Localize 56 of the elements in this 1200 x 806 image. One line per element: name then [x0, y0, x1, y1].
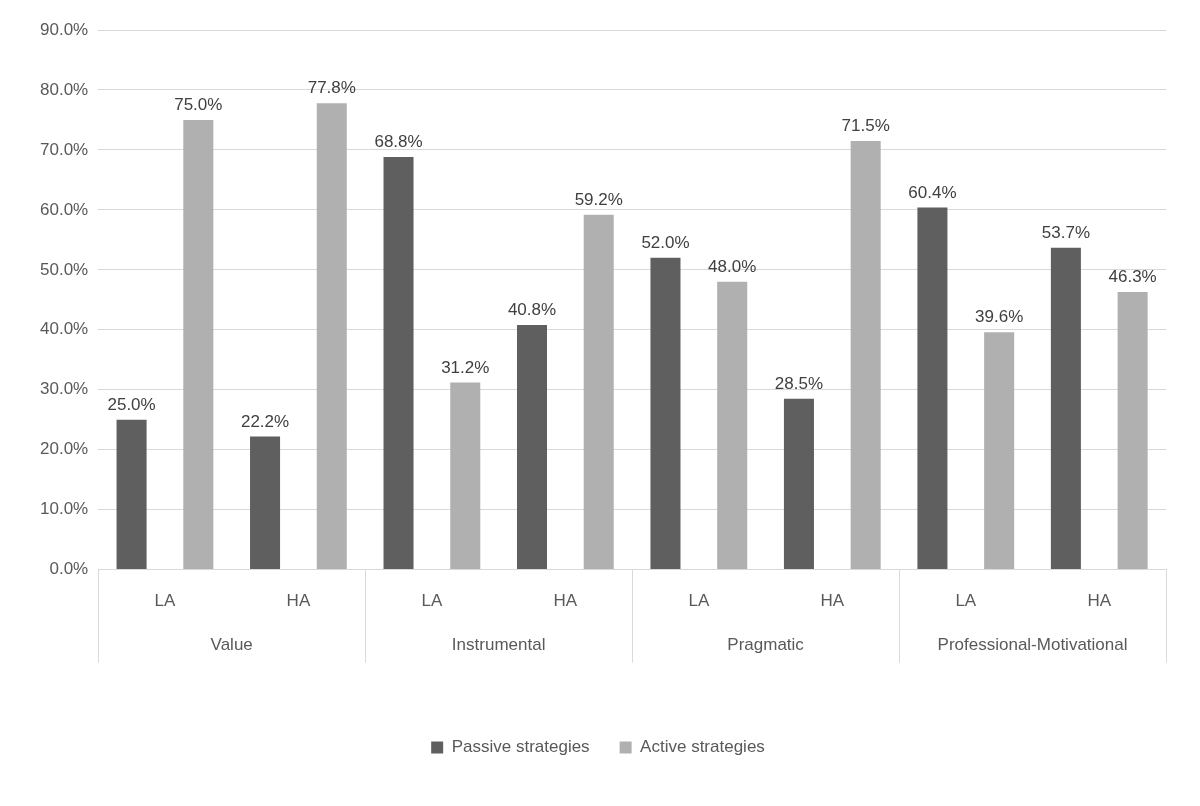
bar	[850, 140, 881, 570]
legend-label: Passive strategies	[451, 737, 590, 757]
x-tick-label: LA	[688, 591, 710, 611]
data-label: 71.5%	[841, 116, 890, 136]
y-tick-label: 10.0%	[40, 499, 89, 519]
y-tick-label: 20.0%	[40, 439, 89, 459]
bar	[984, 332, 1015, 570]
y-tick-label: 80.0%	[40, 79, 89, 99]
bar	[650, 257, 681, 570]
bar	[383, 157, 414, 570]
bar	[516, 324, 548, 570]
data-label: 68.8%	[374, 132, 423, 152]
y-tick-label: 60.0%	[40, 199, 89, 219]
data-label: 59.2%	[574, 189, 623, 209]
x-tick-label: HA	[553, 591, 578, 611]
data-label: 52.0%	[641, 233, 690, 253]
legend-label: Active strategies	[640, 737, 765, 757]
data-label: 39.6%	[975, 307, 1024, 327]
x-tick-label: HA	[1087, 591, 1112, 611]
bar	[450, 382, 481, 570]
x-tick-label: LA	[421, 591, 443, 611]
text: Instrumental	[451, 635, 546, 655]
bar	[917, 207, 948, 570]
bar	[183, 119, 214, 570]
bar	[783, 398, 814, 570]
data-label: 28.5%	[774, 373, 824, 393]
y-tick-label: 50.0%	[40, 259, 89, 279]
y-tick-label: 70.0%	[40, 139, 89, 159]
x-tick-label: HA	[286, 591, 311, 611]
y-tick-label: 90.0%	[40, 19, 89, 39]
data-label: 53.7%	[1041, 222, 1090, 242]
y-tick-label: 40.0%	[40, 319, 89, 339]
bar	[250, 436, 281, 570]
bar	[316, 103, 347, 570]
text: Value	[210, 635, 253, 655]
x-tick-label: LA	[154, 591, 176, 611]
data-label: 25.0%	[107, 394, 156, 414]
data-label: 77.8%	[307, 78, 356, 98]
x-tick-label: LA	[955, 591, 977, 611]
bar	[717, 281, 748, 570]
data-label: 46.3%	[1108, 267, 1157, 287]
data-label: 31.2%	[441, 357, 490, 377]
y-tick-label: 30.0%	[40, 379, 89, 399]
data-label: 40.8%	[507, 300, 557, 320]
data-label: 75.0%	[174, 95, 223, 115]
bar	[583, 214, 614, 570]
text: Professional-Motivational	[937, 635, 1128, 655]
y-tick-label: 0.0%	[49, 559, 89, 579]
bar	[116, 419, 147, 570]
data-label: 48.0%	[708, 257, 757, 276]
data-label: 60.4%	[908, 182, 957, 202]
data-label: 22.2%	[240, 411, 290, 431]
bar	[1050, 247, 1081, 570]
x-tick-label: HA	[820, 591, 845, 611]
text: Pragmatic	[727, 635, 805, 655]
bar	[1117, 292, 1148, 570]
